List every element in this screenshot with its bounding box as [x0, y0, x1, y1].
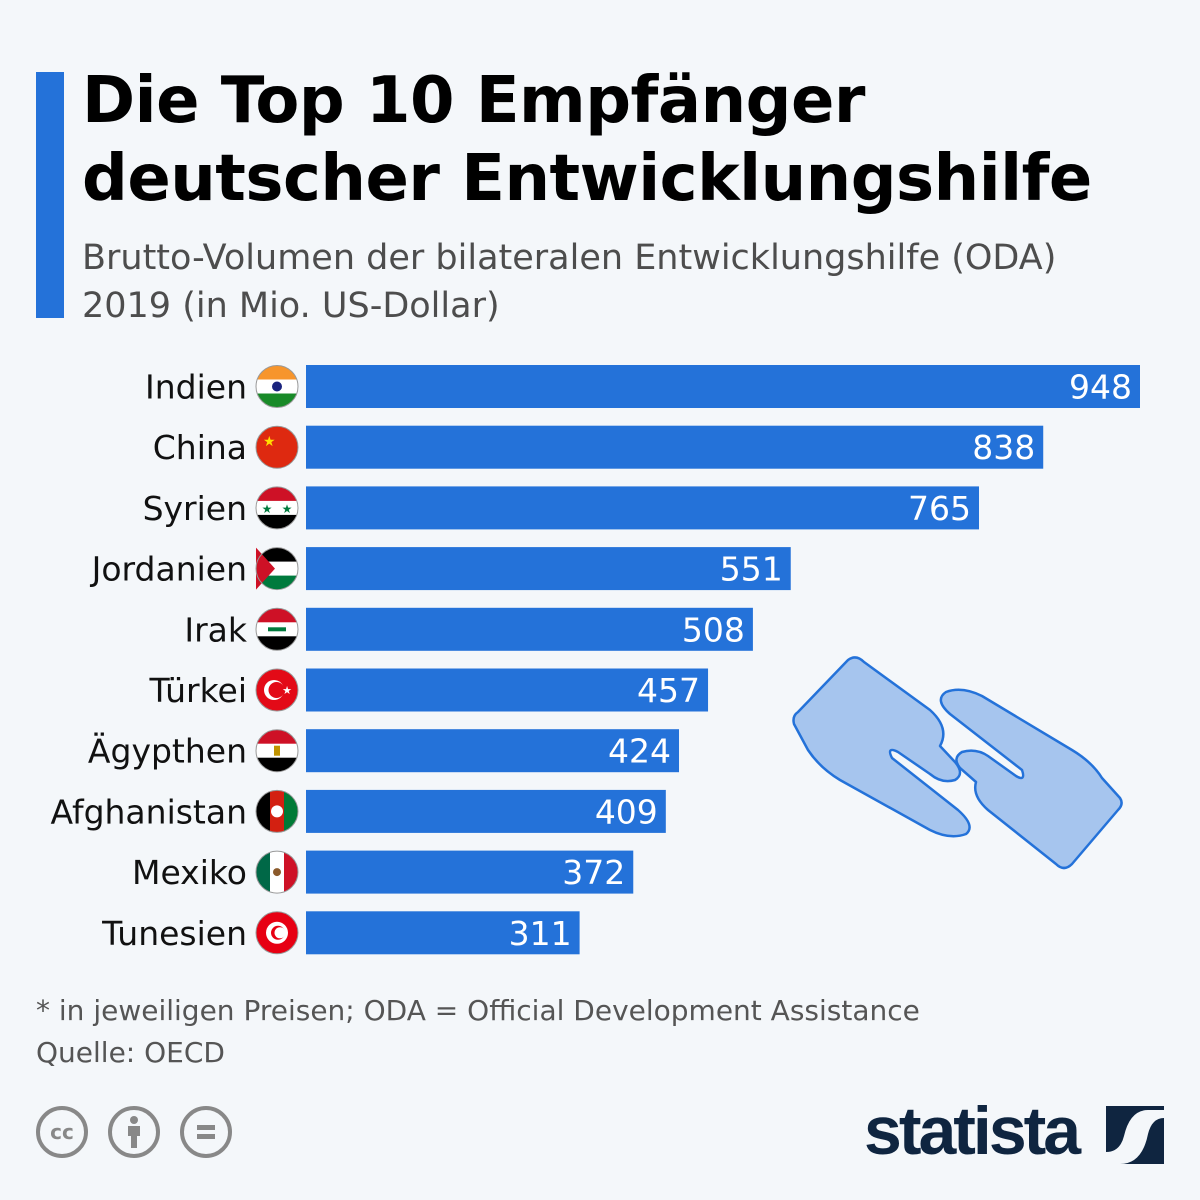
- bar-india: [306, 365, 1140, 408]
- data-label: 765: [908, 489, 971, 528]
- data-label: 457: [637, 671, 700, 710]
- data-label: 372: [562, 853, 625, 892]
- iraq-flag-icon: [255, 607, 299, 651]
- jordan-flag-icon: [255, 547, 299, 591]
- china-flag-icon: ★: [255, 425, 299, 469]
- category-label: China: [153, 428, 247, 467]
- statista-logo-mark: [1106, 1106, 1164, 1164]
- subtitle-line-2: 2019 (in Mio. US-Dollar): [82, 286, 500, 326]
- giving-hands-icon: [792, 656, 1123, 870]
- footnote: * in jeweiligen Preisen; ODA = Official …: [36, 990, 920, 1074]
- title-line-2: deutscher Entwicklungshilfe: [82, 142, 1092, 216]
- data-label: 838: [972, 428, 1035, 467]
- syria-flag-icon: ★ ★: [255, 486, 299, 530]
- svg-text:★: ★: [263, 434, 276, 450]
- bar-egypt: [306, 729, 680, 773]
- title-line-1: Die Top 10 Empfänger: [82, 64, 865, 138]
- data-label: 424: [608, 732, 671, 771]
- page-title: Die Top 10 Empfänger deutscher Entwicklu…: [82, 62, 1092, 218]
- svg-text:★: ★: [262, 502, 273, 516]
- category-label: Jordanien: [90, 550, 247, 589]
- footnote-note: * in jeweiligen Preisen; ODA = Official …: [36, 994, 920, 1027]
- subtitle: Brutto-Volumen der bilateralen Entwicklu…: [82, 234, 1056, 330]
- turkey-flag-icon: ★: [255, 668, 299, 712]
- data-label: 409: [595, 792, 658, 831]
- statista-logo[interactable]: statista: [864, 1093, 1081, 1169]
- egypt-flag-icon: [255, 729, 299, 773]
- data-label: 508: [682, 610, 745, 649]
- bar-afghanistan: [306, 789, 666, 833]
- category-label: Türkei: [148, 671, 247, 710]
- cc-icon[interactable]: cc: [36, 1106, 88, 1158]
- bar-syria: [306, 486, 980, 530]
- category-label: Indien: [145, 368, 247, 407]
- equals-icon: [197, 1125, 215, 1139]
- category-label: Irak: [184, 610, 248, 649]
- tunisia-flag-icon: [255, 911, 299, 955]
- india-flag-icon: [255, 365, 299, 408]
- nd-icon[interactable]: [180, 1106, 232, 1158]
- svg-text:★: ★: [282, 684, 292, 697]
- category-label: Afghanistan: [51, 792, 247, 831]
- bar-mexico: [306, 850, 634, 894]
- svg-text:★: ★: [282, 502, 293, 516]
- bar-iraq: [306, 607, 753, 651]
- afghanistan-flag-icon: [255, 789, 299, 833]
- data-label: 551: [720, 550, 783, 589]
- bar-turkey: [306, 668, 709, 712]
- title-accent-bar: [36, 72, 64, 318]
- source: Quelle: OECD: [36, 1036, 225, 1069]
- bar-jordan: [306, 547, 791, 591]
- category-label: Ägypthen: [88, 732, 247, 771]
- data-label: 948: [1069, 368, 1132, 407]
- data-label: 311: [509, 914, 572, 953]
- cc-label: cc: [50, 1120, 74, 1144]
- by-icon[interactable]: [108, 1106, 160, 1158]
- bar-tunisia: [306, 911, 580, 955]
- bar-china: [306, 425, 1044, 469]
- mexico-flag-icon: [255, 850, 299, 894]
- category-label: Mexiko: [132, 853, 247, 892]
- category-label: Syrien: [143, 489, 247, 528]
- subtitle-line-1: Brutto-Volumen der bilateralen Entwicklu…: [82, 238, 1057, 278]
- person-icon: [128, 1116, 140, 1148]
- category-label: Tunesien: [101, 914, 247, 953]
